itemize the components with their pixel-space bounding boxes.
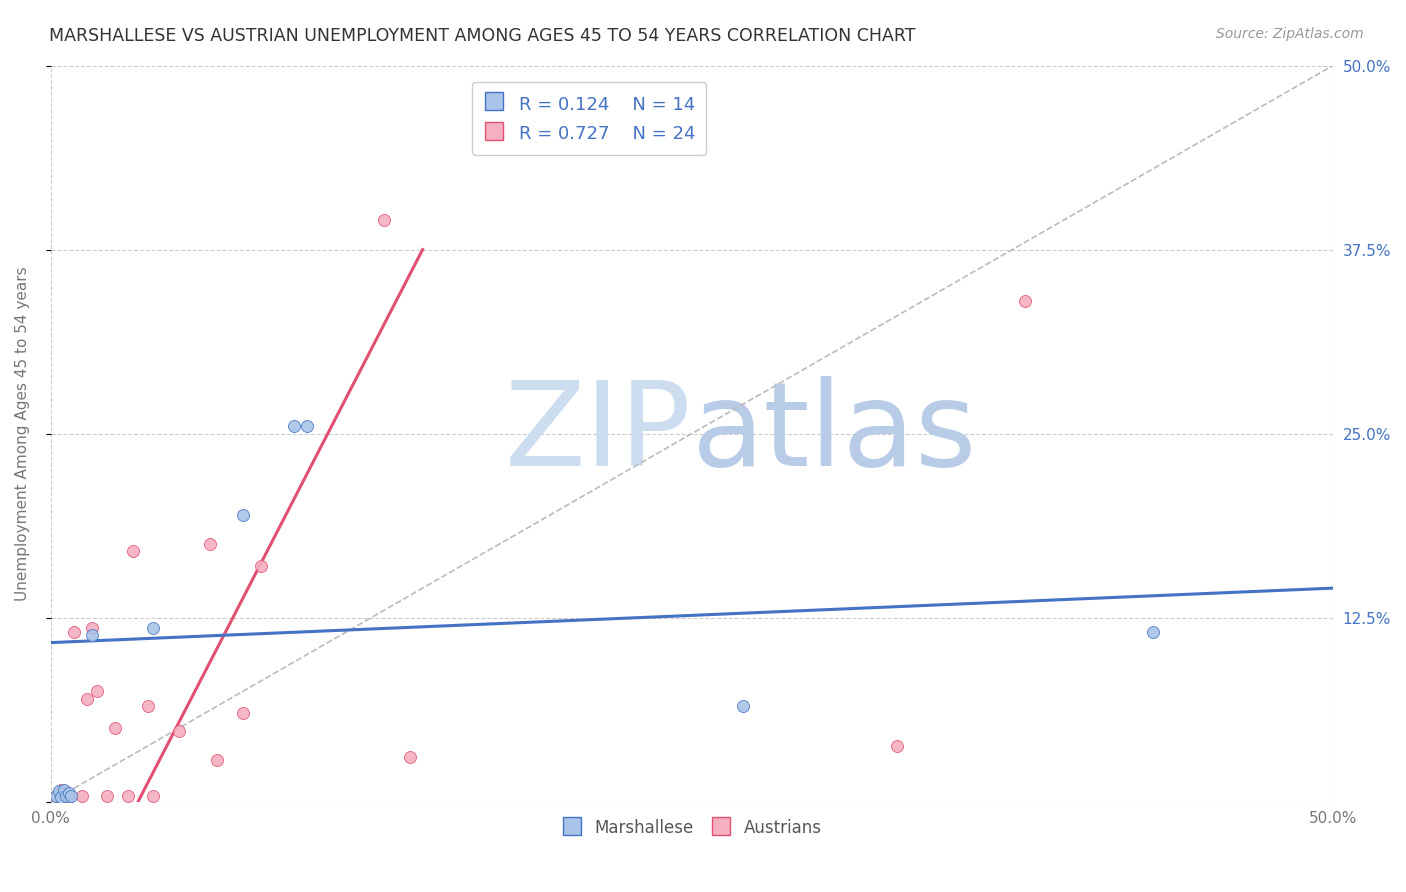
Point <box>733 698 755 713</box>
Point <box>250 559 273 574</box>
Point <box>886 739 908 753</box>
Point <box>297 419 319 434</box>
Text: atlas: atlas <box>692 376 977 491</box>
Point <box>80 621 103 635</box>
Point <box>49 782 72 797</box>
Point <box>48 784 70 798</box>
Text: MARSHALLESE VS AUSTRIAN UNEMPLOYMENT AMONG AGES 45 TO 54 YEARS CORRELATION CHART: MARSHALLESE VS AUSTRIAN UNEMPLOYMENT AMO… <box>49 27 915 45</box>
Point <box>142 789 165 803</box>
Point <box>55 789 77 803</box>
Point <box>283 419 305 434</box>
Point <box>58 786 80 800</box>
Point <box>45 789 67 803</box>
Point <box>86 684 108 698</box>
Point <box>76 691 98 706</box>
Point <box>207 753 229 767</box>
Point <box>52 782 75 797</box>
Point <box>167 723 190 738</box>
Text: Source: ZipAtlas.com: Source: ZipAtlas.com <box>1216 27 1364 41</box>
Point <box>96 789 118 803</box>
Point <box>60 789 83 803</box>
Point <box>1014 294 1036 309</box>
Point <box>45 789 67 803</box>
Legend: Marshallese, Austrians: Marshallese, Austrians <box>555 811 828 845</box>
Y-axis label: Unemployment Among Ages 45 to 54 years: Unemployment Among Ages 45 to 54 years <box>15 267 30 601</box>
Point <box>104 721 127 735</box>
Point <box>373 213 395 227</box>
Point <box>58 790 80 805</box>
Point <box>136 698 159 713</box>
Text: ZIP: ZIP <box>505 376 692 491</box>
Point <box>232 706 254 721</box>
Point <box>70 789 93 803</box>
Point <box>1142 625 1164 640</box>
Point <box>198 537 221 551</box>
Point <box>80 628 103 642</box>
Point <box>398 750 420 764</box>
Point <box>49 790 72 805</box>
Point <box>142 621 165 635</box>
Point <box>232 508 254 522</box>
Point <box>122 544 145 558</box>
Point <box>55 789 77 803</box>
Point <box>117 789 139 803</box>
Point <box>63 625 86 640</box>
